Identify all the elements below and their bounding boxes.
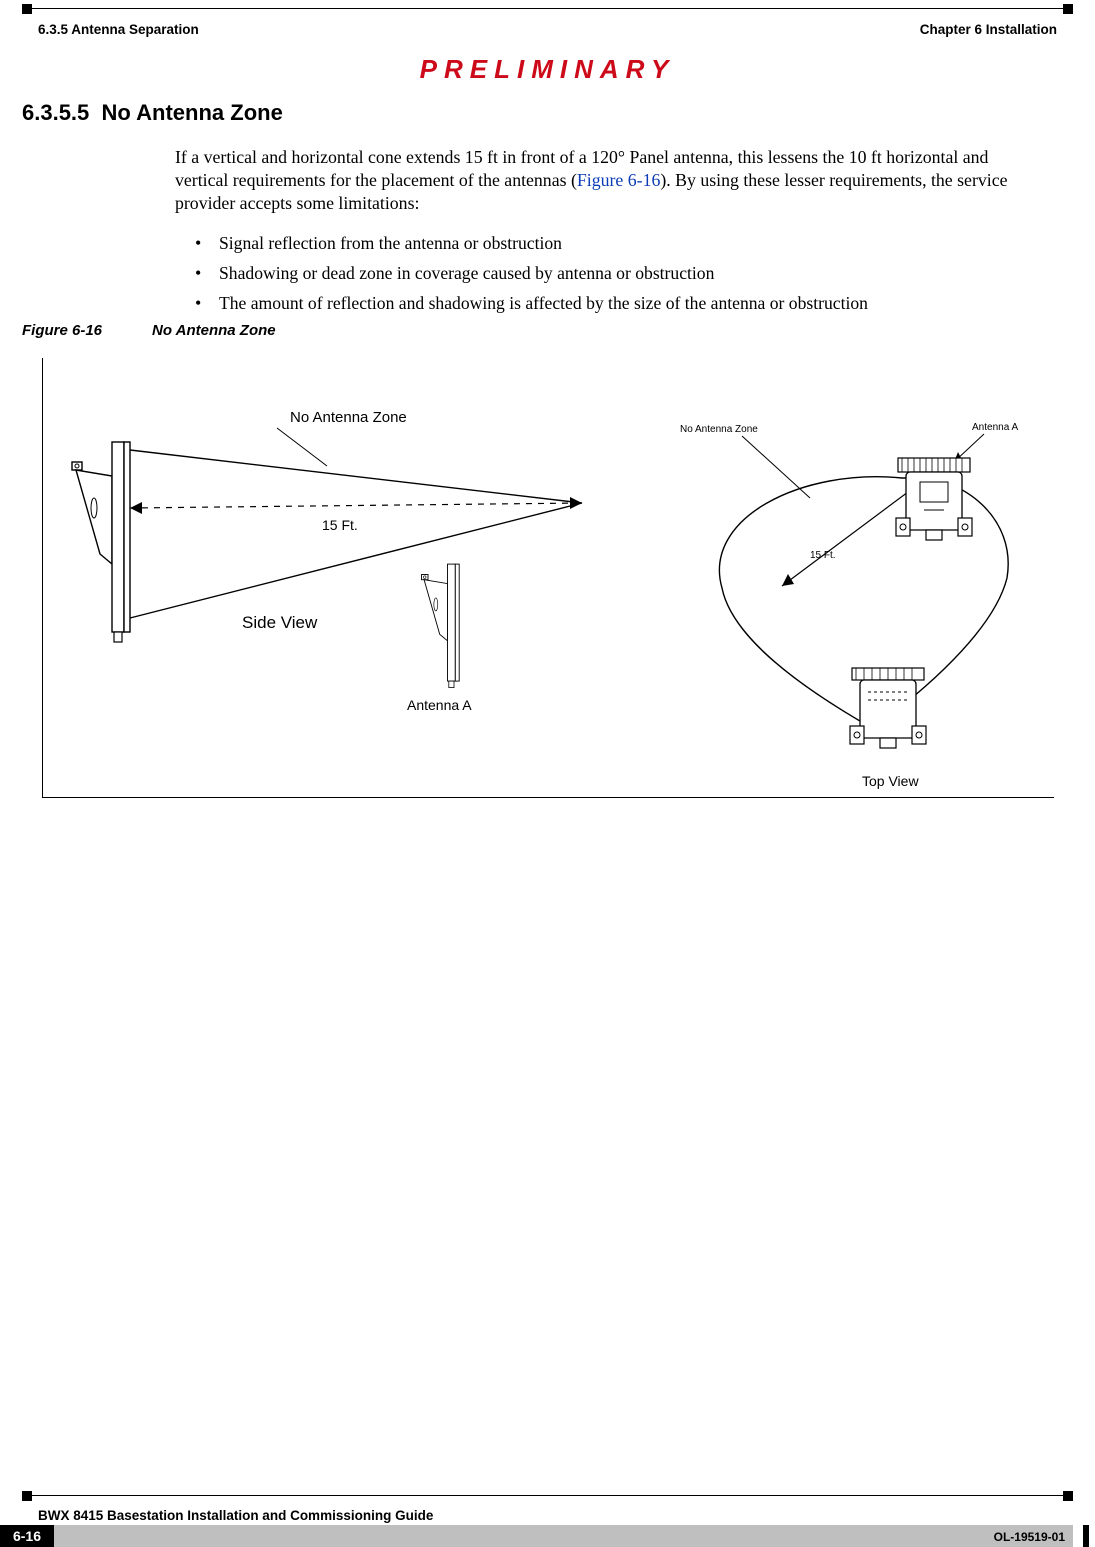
top-naz-text: No Antenna Zone xyxy=(680,424,758,435)
footer: BWX 8415 Basestation Installation and Co… xyxy=(0,1499,1095,1547)
side-view-group: No Antenna Zone 15 Ft. Side View Antenna… xyxy=(72,409,582,713)
page-number: 6-16 xyxy=(0,1525,54,1547)
header-square-left xyxy=(22,4,32,14)
side-dashed-centerline xyxy=(130,503,582,508)
header-section-ref: 6.3.5 Antenna Separation xyxy=(38,22,199,37)
figure-label: Figure 6-16 xyxy=(22,322,102,339)
side-antenna-a-label: Antenna A xyxy=(407,697,472,713)
top-distance-text: 15 Ft. xyxy=(810,550,836,561)
header-rule xyxy=(22,8,1073,20)
side-naz-text: No Antenna Zone xyxy=(290,409,407,426)
arrowhead-left xyxy=(130,502,142,514)
figure-cross-ref: Figure 6-16 xyxy=(577,170,660,190)
top-antenna-a-label: Antenna A xyxy=(972,422,1018,433)
figure-svg: No Antenna Zone 15 Ft. Side View Antenna… xyxy=(42,358,1054,803)
side-naz-leader xyxy=(277,428,327,466)
section-number: 6.3.5.5 xyxy=(22,100,89,125)
top-naz-leader xyxy=(742,436,810,498)
footer-square-left xyxy=(22,1491,32,1501)
side-view-label: Side View xyxy=(242,613,318,632)
footer-right-edge-bar xyxy=(1083,1525,1089,1547)
top-radius-line xyxy=(782,492,908,586)
top-view-label: Top View xyxy=(862,773,919,789)
list-item: Signal reflection from the antenna or ob… xyxy=(195,233,1035,254)
side-distance-text: 15 Ft. xyxy=(322,517,358,533)
figure-caption: Figure 6-16 No Antenna Zone xyxy=(22,322,276,339)
side-antenna-panel xyxy=(72,442,130,642)
section-heading: 6.3.5.5 No Antenna Zone xyxy=(22,100,283,126)
header-square-right xyxy=(1063,4,1073,14)
preliminary-watermark: PRELIMINARY xyxy=(0,54,1095,85)
section-title: No Antenna Zone xyxy=(102,100,283,125)
top-second-antenna-unit xyxy=(850,668,926,748)
side-antenna-a xyxy=(422,564,460,688)
figure-title: No Antenna Zone xyxy=(152,322,276,339)
top-antenna-a-unit xyxy=(896,458,972,540)
footer-doc-title: BWX 8415 Basestation Installation and Co… xyxy=(38,1508,433,1523)
list-item: The amount of reflection and shadowing i… xyxy=(195,293,1035,314)
body-paragraph: If a vertical and horizontal cone extend… xyxy=(175,146,1035,214)
limitations-list: Signal reflection from the antenna or ob… xyxy=(195,224,1035,323)
footer-grey-bar xyxy=(54,1525,1073,1547)
list-item: Shadowing or dead zone in coverage cause… xyxy=(195,263,1035,284)
footer-rule xyxy=(22,1495,1073,1507)
arrowhead-right xyxy=(570,497,582,509)
top-radius-arrow xyxy=(782,574,794,586)
header-chapter-ref: Chapter 6 Installation xyxy=(920,22,1057,37)
footer-square-right xyxy=(1063,1491,1073,1501)
footer-doc-id: OL-19519-01 xyxy=(994,1530,1065,1544)
top-view-group: 15 Ft. No Antenna Zone Antenna A xyxy=(680,422,1018,789)
side-cone-outline xyxy=(130,450,582,618)
